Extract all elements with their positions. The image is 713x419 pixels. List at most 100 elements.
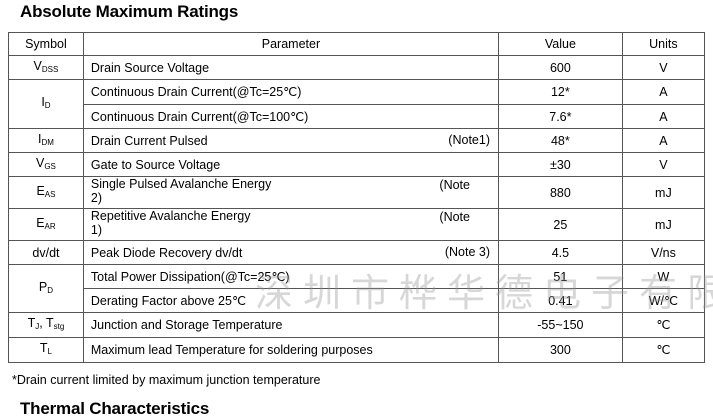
symbol-subscript: D <box>47 285 53 295</box>
parameter-text: Total Power Dissipation(@Tc=25℃) <box>90 269 290 284</box>
parameter-text: Repetitive Avalanche Energy <box>90 209 251 223</box>
table-row: Continuous Drain Current(@Tc=100℃) 7.6* … <box>9 104 706 129</box>
header-value: Value <box>497 32 623 56</box>
section-title-absolute-maximum-ratings: Absolute Maximum Ratings <box>20 2 239 21</box>
ratings-table: Symbol Parameter Value Units VDSS Drain … <box>8 32 706 363</box>
parameter-cell: Drain Current Pulsed (Note1) <box>82 128 499 153</box>
symbol-text: , T <box>39 316 54 330</box>
parameter-cell: Gate to Source Voltage <box>82 152 499 177</box>
symbol-subscript: GS <box>44 161 56 171</box>
parameter-cell: Peak Diode Recovery dv/dt (Note 3) <box>82 240 499 265</box>
table-row: IDM Drain Current Pulsed (Note1) 48* A <box>8 128 706 153</box>
symbol-subscript: DM <box>41 137 54 147</box>
value-cell: 0.41 <box>497 288 623 313</box>
value-cell: 25 <box>497 208 623 241</box>
note-label: (Note 3) <box>444 245 490 259</box>
parameter-text: Derating Factor above 25℃ <box>90 293 246 308</box>
unit-cell: ℃ <box>621 312 706 338</box>
unit-cell: V <box>621 55 706 80</box>
table-row: PD Total Power Dissipation(@Tc=25℃) 51 W <box>8 264 706 313</box>
unit-cell: A <box>621 104 706 129</box>
unit-cell: A <box>621 128 706 153</box>
symbol-text: V <box>33 58 42 73</box>
note-label: (Note1) <box>448 133 490 147</box>
value-cell: 48* <box>497 128 623 153</box>
parameter-text: Gate to Source Voltage <box>90 157 221 172</box>
note-continuation: 1) <box>90 223 103 237</box>
symbol-text: I <box>37 131 42 146</box>
table-row: TL Maximum lead Temperature for solderin… <box>8 337 706 363</box>
parameter-cell: Repetitive Avalanche Energy (Note 1) <box>82 208 499 241</box>
symbol-subscript: L <box>47 347 52 356</box>
symbol-cell: dv/dt <box>8 240 84 265</box>
value-cell: 7.6* <box>497 104 623 129</box>
value-cell: 300 <box>497 337 623 363</box>
parameter-text: Continuous Drain Current(@Tc=100℃) <box>90 109 309 124</box>
value-cell: ±30 <box>497 152 623 177</box>
symbol-subscript: DSS <box>41 64 59 74</box>
table-row: ID Continuous Drain Current(@Tc=25℃) 12*… <box>8 79 706 129</box>
header-units: Units <box>621 32 706 56</box>
unit-cell: V/ns <box>621 240 706 265</box>
unit-cell: V <box>621 152 706 177</box>
value-cell: 51 <box>497 264 623 289</box>
symbol-text: V <box>35 155 45 170</box>
parameter-cell: Maximum lead Temperature for soldering p… <box>82 337 499 363</box>
table-row: EAS Single Pulsed Avalanche Energy (Note 2… <box>8 176 706 209</box>
table-row: TJ, Tstg Junction and Storage Temperatur… <box>8 312 706 338</box>
symbol-subscript: AS <box>44 189 56 199</box>
parameter-cell: Total Power Dissipation(@Tc=25℃) <box>82 264 499 289</box>
value-cell: 600 <box>497 55 623 80</box>
symbol-text: E <box>36 215 45 230</box>
symbol-subscript: stg <box>53 322 65 331</box>
parameter-text: Maximum lead Temperature for soldering p… <box>90 343 373 357</box>
table-row: EAR Repetitive Avalanche Energy (Note 1) 2… <box>8 208 706 241</box>
symbol-cell: TL <box>8 337 84 363</box>
unit-cell: A <box>621 79 706 105</box>
symbol-cell: EAR <box>8 208 84 241</box>
symbol-cell: PD <box>8 264 84 313</box>
symbol-text: T <box>27 316 36 330</box>
symbol-cell: TJ, Tstg <box>8 312 84 338</box>
watermark: 深圳市桦华德电子有限公司 <box>255 271 713 315</box>
symbol-text: E <box>36 183 45 198</box>
symbol-text: I <box>41 95 45 109</box>
symbol-cell: ID <box>8 79 84 129</box>
value-cell: -55~150 <box>497 312 623 338</box>
symbol-text: T <box>39 341 48 355</box>
symbol-subscript: D <box>44 101 51 110</box>
parameter-text: Single Pulsed Avalanche Energy <box>90 177 272 191</box>
table-row: VGS Gate to Source Voltage ±30 V <box>8 152 706 177</box>
unit-cell: ℃ <box>621 337 706 363</box>
note-label: (Note <box>439 210 470 224</box>
symbol-subscript: AR <box>44 221 56 231</box>
parameter-cell: Drain Source Voltage <box>82 55 499 80</box>
note-continuation: 2) <box>90 191 103 205</box>
parameter-text: Drain Current Pulsed <box>90 133 208 148</box>
footnote: *Drain current limited by maximum juncti… <box>12 373 321 387</box>
symbol-cell: VGS <box>8 152 84 177</box>
table-row: VDSS Drain Source Voltage 600 V <box>8 55 706 80</box>
unit-cell: mJ <box>621 208 706 241</box>
parameter-text: Junction and Storage Temperature <box>90 318 283 332</box>
value-cell: 4.5 <box>497 240 623 265</box>
parameter-text: Continuous Drain Current(@Tc=25℃) <box>90 85 302 99</box>
parameter-text: Peak Diode Recovery dv/dt <box>90 245 243 260</box>
header-parameter: Parameter <box>82 32 499 56</box>
value-cell: 880 <box>497 176 623 209</box>
unit-cell: W <box>621 264 706 289</box>
symbol-cell: VDSS <box>8 55 84 80</box>
table-header-row: Symbol Parameter Value Units <box>8 32 706 56</box>
symbol-subscript: J <box>35 322 40 331</box>
value-cell: 12* <box>497 79 623 105</box>
unit-cell: mJ <box>621 176 706 209</box>
parameter-text: Drain Source Voltage <box>90 60 210 75</box>
parameter-cell: Single Pulsed Avalanche Energy (Note 2) <box>82 176 499 209</box>
table-row: dv/dt Peak Diode Recovery dv/dt (Note 3) … <box>8 240 706 265</box>
symbol-text: P <box>38 279 48 294</box>
symbol-cell: EAS <box>8 176 84 209</box>
parameter-cell: Continuous Drain Current(@Tc=25℃) <box>82 79 499 105</box>
header-symbol: Symbol <box>8 32 84 56</box>
note-label: (Note <box>439 178 470 192</box>
section-title-thermal-characteristics: Thermal Characteristics <box>20 399 210 418</box>
